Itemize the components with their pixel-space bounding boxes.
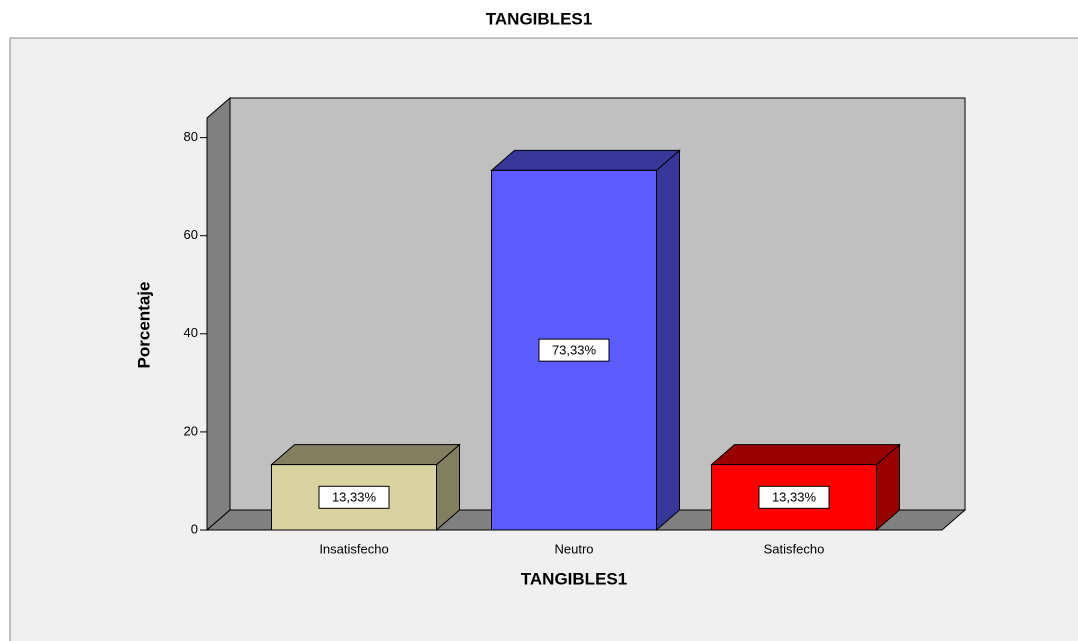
- x-tick-label: Satisfecho: [764, 541, 825, 556]
- x-tick-label: Insatisfecho: [319, 541, 388, 556]
- value-label: 13,33%: [332, 490, 377, 505]
- value-label-box: [538, 338, 610, 362]
- bar: [710, 443, 901, 532]
- left-wall: [206, 96, 231, 532]
- y-tick-label: 0: [191, 521, 198, 536]
- value-label-box: [758, 485, 830, 509]
- value-label-box: [318, 485, 390, 509]
- x-axis-title: TANGIBLES1: [521, 569, 627, 588]
- value-label: 73,33%: [552, 343, 597, 358]
- x-tick-label: Neutro: [554, 541, 593, 556]
- y-tick-label: 40: [184, 325, 198, 340]
- y-tick-label: 20: [184, 423, 198, 438]
- chart-title: TANGIBLES1: [486, 9, 592, 28]
- y-tick-label: 80: [184, 129, 198, 144]
- bar-top: [710, 444, 901, 466]
- bar-top: [490, 149, 681, 171]
- bar-side: [656, 149, 680, 532]
- y-axis-title: Porcentaje: [134, 282, 153, 369]
- value-label: 13,33%: [772, 490, 817, 505]
- y-tick-label: 60: [184, 227, 198, 242]
- bar-top: [270, 444, 461, 466]
